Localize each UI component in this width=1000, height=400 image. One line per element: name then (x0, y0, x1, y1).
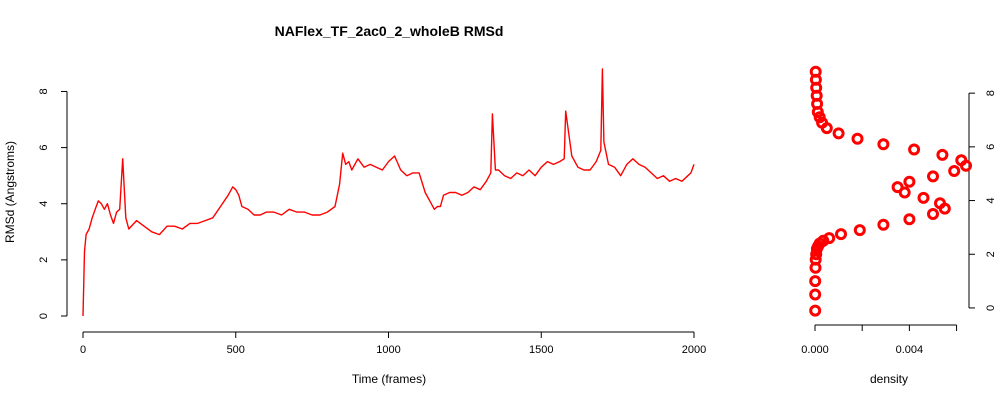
density-point (955, 154, 968, 167)
y-tick-label: 2 (38, 257, 50, 263)
density-point (934, 197, 946, 210)
y-tick-label: 8 (38, 88, 50, 94)
density-point (817, 234, 830, 247)
density-point (936, 148, 949, 161)
x-tick-label: 0 (80, 344, 86, 356)
right-tick-label: 6 (985, 144, 997, 150)
density-point (948, 165, 961, 177)
right-tick-label: 8 (985, 90, 997, 96)
density-axis-label: density (870, 372, 908, 386)
density-point (853, 224, 866, 237)
y-tick-label: 6 (38, 145, 50, 151)
density-point (835, 228, 847, 241)
density-point (809, 275, 822, 288)
density-point (877, 218, 890, 231)
density-point (809, 65, 822, 78)
right-tick-label: 0 (985, 305, 997, 311)
density-tick-label: 0.000 (801, 344, 829, 356)
density-point (927, 170, 939, 183)
density-point (809, 253, 822, 266)
x-axis-label: Time (frames) (352, 372, 426, 386)
density-point (851, 132, 864, 145)
density-point (903, 175, 916, 188)
x-tick-label: 2000 (682, 344, 706, 356)
density-point (903, 213, 916, 226)
density-point (917, 191, 930, 204)
density-point (809, 304, 822, 317)
right-tick-label: 4 (985, 197, 997, 203)
y-tick-label: 4 (38, 201, 50, 207)
density-tick-label: 0.004 (896, 344, 924, 356)
density-point (809, 288, 822, 301)
x-tick-label: 500 (227, 344, 245, 356)
density-point (823, 232, 836, 245)
rmsd-series-line (82, 68, 695, 317)
y-axis-label: RMSd (Angstroms) (3, 141, 17, 243)
density-point (877, 138, 890, 151)
y-tick-label: 0 (38, 313, 50, 319)
chart-title: NAFlex_TF_2ac0_2_wholeB RMSd (275, 23, 504, 39)
density-point (908, 143, 921, 156)
x-tick-label: 1000 (376, 344, 400, 356)
x-tick-label: 1500 (529, 344, 553, 356)
density-point (891, 181, 904, 194)
right-tick-label: 2 (985, 251, 997, 257)
density-point (832, 127, 845, 140)
density-point (927, 208, 939, 220)
